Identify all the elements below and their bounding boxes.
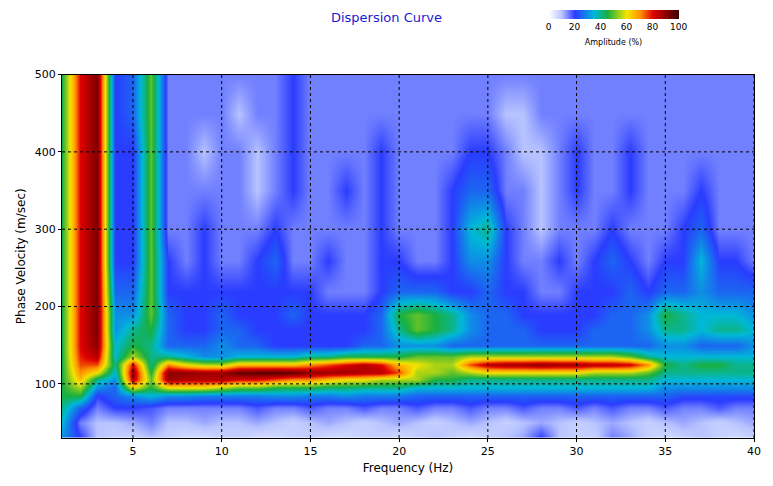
- svg-text:20: 20: [569, 22, 581, 32]
- svg-text:200: 200: [35, 300, 56, 313]
- svg-text:300: 300: [35, 223, 56, 236]
- svg-text:0: 0: [546, 22, 552, 32]
- svg-text:500: 500: [35, 68, 56, 81]
- svg-text:20: 20: [392, 445, 406, 458]
- svg-text:25: 25: [481, 445, 495, 458]
- svg-text:15: 15: [303, 445, 317, 458]
- svg-text:Phase Velocity (m/sec): Phase Velocity (m/sec): [14, 188, 28, 324]
- svg-text:80: 80: [647, 22, 659, 32]
- svg-text:35: 35: [658, 445, 672, 458]
- svg-text:60: 60: [621, 22, 633, 32]
- svg-text:40: 40: [595, 22, 607, 32]
- svg-text:400: 400: [35, 146, 56, 159]
- svg-text:Frequency (Hz): Frequency (Hz): [363, 461, 454, 475]
- svg-text:40: 40: [747, 445, 761, 458]
- svg-text:Dispersion Curve: Dispersion Curve: [331, 10, 442, 25]
- svg-text:30: 30: [570, 445, 584, 458]
- svg-text:100: 100: [670, 22, 687, 32]
- svg-text:10: 10: [215, 445, 229, 458]
- svg-text:100: 100: [35, 378, 56, 391]
- svg-text:Amplitude (%): Amplitude (%): [585, 38, 642, 47]
- svg-text:5: 5: [129, 445, 136, 458]
